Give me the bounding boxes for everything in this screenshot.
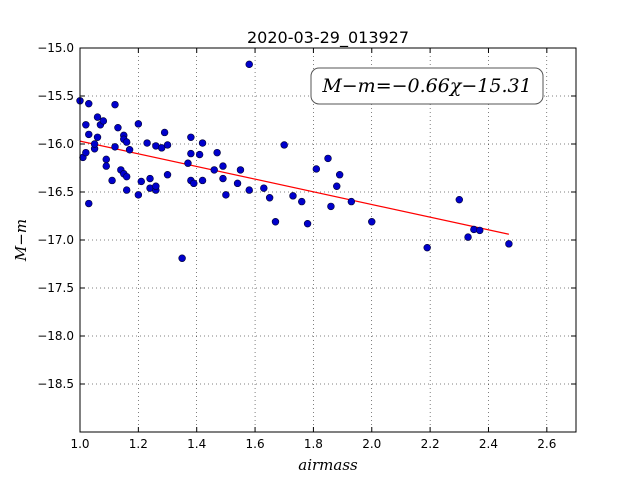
data-point	[303, 219, 312, 228]
x-tick-label: 2.0	[362, 437, 381, 451]
x-tick-labels: 1.0 1.2 1.4 1.6 1.8 2.0 2.2 2.4 2.6	[70, 437, 556, 451]
data-point	[298, 197, 306, 206]
fit-line	[79, 140, 510, 235]
data-point	[245, 186, 253, 194]
data-point	[327, 202, 335, 211]
data-point	[455, 195, 463, 204]
data-point	[368, 218, 376, 226]
grid-lines	[79, 47, 576, 432]
data-point	[82, 148, 90, 157]
y-tick-labels: −15.0 −15.5 −16.0 −16.5 −17.0 −17.5 −18.0 −18.5	[37, 41, 74, 391]
data-point	[198, 139, 207, 147]
data-point	[93, 133, 102, 141]
data-point	[93, 113, 102, 121]
data-point	[122, 138, 131, 146]
data-point	[160, 128, 169, 137]
data-point	[114, 123, 122, 132]
data-point	[146, 174, 154, 183]
chart-title: 2020-03-29_013927	[247, 28, 409, 48]
x-tick-label: 1.2	[129, 437, 148, 451]
data-point	[85, 130, 93, 139]
data-point	[99, 117, 108, 125]
x-tick-label: 1.4	[187, 437, 206, 451]
data-point	[245, 60, 253, 69]
x-tick-label: 1.6	[246, 437, 265, 451]
x-tick-label: 1.8	[304, 437, 323, 451]
x-tick-label: 2.6	[537, 437, 556, 451]
data-point	[108, 176, 116, 185]
data-point	[143, 139, 151, 147]
y-tick-label: −15.0	[37, 41, 74, 55]
data-point	[260, 184, 268, 192]
data-point	[190, 179, 198, 188]
axis-ticks	[79, 47, 576, 432]
data-point	[335, 171, 344, 179]
fit-equation-box	[310, 67, 544, 105]
data-point	[271, 218, 280, 226]
data-point	[312, 165, 321, 173]
x-axis-label: airmass	[298, 456, 358, 474]
data-point	[187, 133, 195, 141]
data-point	[163, 141, 172, 149]
data-point	[333, 182, 341, 190]
data-point	[178, 254, 186, 262]
fit-line-group	[79, 140, 510, 235]
data-point	[219, 162, 227, 170]
data-point	[187, 149, 195, 158]
x-tick-label: 1.0	[70, 437, 89, 451]
data-point	[195, 150, 204, 159]
data-point	[222, 191, 230, 199]
y-axis-label: M−m	[12, 219, 30, 262]
x-tick-label: 2.4	[479, 437, 498, 451]
y-tick-label: −17.0	[37, 233, 74, 247]
data-point	[85, 199, 93, 208]
data-point	[219, 174, 227, 183]
y-tick-label: −18.5	[37, 377, 74, 391]
data-point	[210, 166, 218, 174]
data-point	[324, 154, 332, 163]
data-point	[125, 146, 134, 154]
data-points	[76, 60, 513, 262]
x-tick-label: 2.2	[421, 437, 440, 451]
y-tick-label: −16.0	[37, 137, 74, 151]
data-point	[82, 121, 90, 129]
y-tick-label: −18.0	[37, 329, 74, 343]
data-point	[134, 191, 143, 199]
data-point	[233, 179, 242, 188]
data-point	[122, 172, 131, 181]
data-point	[184, 159, 192, 167]
data-point	[464, 233, 472, 241]
data-point	[198, 176, 207, 185]
data-point	[90, 140, 99, 148]
data-point	[122, 186, 131, 194]
y-tick-label: −17.5	[37, 281, 74, 295]
data-point	[163, 171, 172, 179]
data-point	[137, 177, 145, 186]
data-point	[152, 182, 160, 190]
data-point	[476, 226, 484, 235]
data-point	[111, 143, 119, 151]
data-point	[236, 166, 245, 174]
data-point	[213, 148, 221, 157]
data-point	[134, 120, 143, 128]
y-tick-label: −16.5	[37, 185, 74, 199]
data-point	[85, 99, 93, 108]
y-tick-label: −15.5	[37, 89, 74, 103]
data-point	[423, 243, 431, 252]
data-point	[505, 240, 513, 248]
data-point	[157, 144, 166, 152]
data-point	[280, 141, 288, 149]
data-point	[265, 194, 274, 202]
data-point	[102, 162, 110, 170]
data-point	[289, 192, 297, 200]
data-point	[347, 197, 356, 206]
fit-equation-label: M−m=−0.66χ−15.31	[321, 75, 531, 97]
data-point	[102, 155, 110, 164]
data-point	[111, 100, 119, 109]
